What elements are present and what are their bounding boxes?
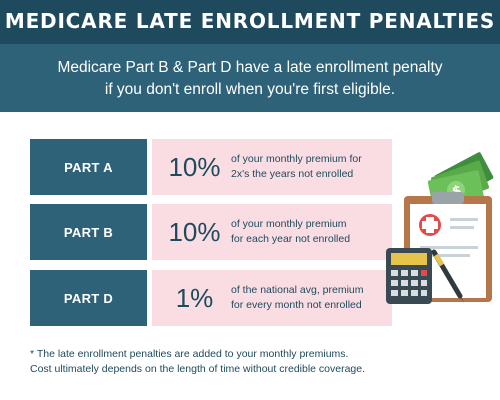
page-header: MEDICARE LATE ENROLLMENT PENALTIES — [0, 0, 500, 44]
intro-line-1: Medicare Part B & Part D have a late enr… — [57, 59, 443, 76]
penalty-description: of the national avg, premium for every m… — [231, 270, 389, 326]
penalty-row-part-a: PART A 10% of your monthly premium for 2… — [30, 139, 392, 195]
calculator-icon — [386, 248, 432, 304]
description-line-1: of your monthly premium for — [231, 153, 362, 165]
penalty-percent: 10% — [168, 151, 221, 182]
medical-bills-illustration: $ — [386, 152, 494, 304]
footnote-line-2: Cost ultimately depends on the length of… — [30, 363, 366, 375]
footnote: * The late enrollment penalties are adde… — [30, 347, 480, 377]
penalty-percent: 10% — [168, 216, 221, 247]
intro-line-2: if you don't enroll when you're first el… — [104, 81, 396, 98]
penalty-description: of your monthly premium for each year no… — [231, 204, 389, 260]
penalty-detail: 1% of the national avg, premium for ever… — [152, 270, 392, 326]
part-label: PART A — [30, 139, 147, 195]
penalty-row-part-d: PART D 1% of the national avg, premium f… — [30, 270, 392, 326]
part-label: PART D — [30, 270, 147, 326]
penalty-detail: 10% of your monthly premium for 2x's the… — [152, 139, 392, 195]
pen-icon — [431, 249, 464, 303]
penalty-detail: 10% of your monthly premium for each yea… — [152, 204, 392, 260]
penalty-percent: 1% — [175, 282, 214, 313]
penalty-row-part-b: PART B 10% of your monthly premium for e… — [30, 204, 392, 260]
description-line-2: for every month not enrolled — [231, 299, 362, 311]
description-line-2: for each year not enrolled — [231, 233, 351, 245]
description-line-2: 2x's the years not enrolled — [231, 168, 354, 180]
description-line-1: of your monthly premium — [231, 218, 347, 230]
penalty-description: of your monthly premium for 2x's the yea… — [231, 139, 389, 195]
intro-banner: Medicare Part B & Part D have a late enr… — [0, 44, 500, 112]
medical-cross-icon — [419, 214, 441, 236]
footnote-line-1: * The late enrollment penalties are adde… — [30, 348, 349, 360]
page-title: MEDICARE LATE ENROLLMENT PENALTIES — [4, 9, 496, 33]
description-line-1: of the national avg, premium — [231, 284, 364, 296]
svg-text:$: $ — [451, 183, 463, 200]
intro-text: Medicare Part B & Part D have a late enr… — [20, 57, 480, 101]
part-label: PART B — [30, 204, 147, 260]
